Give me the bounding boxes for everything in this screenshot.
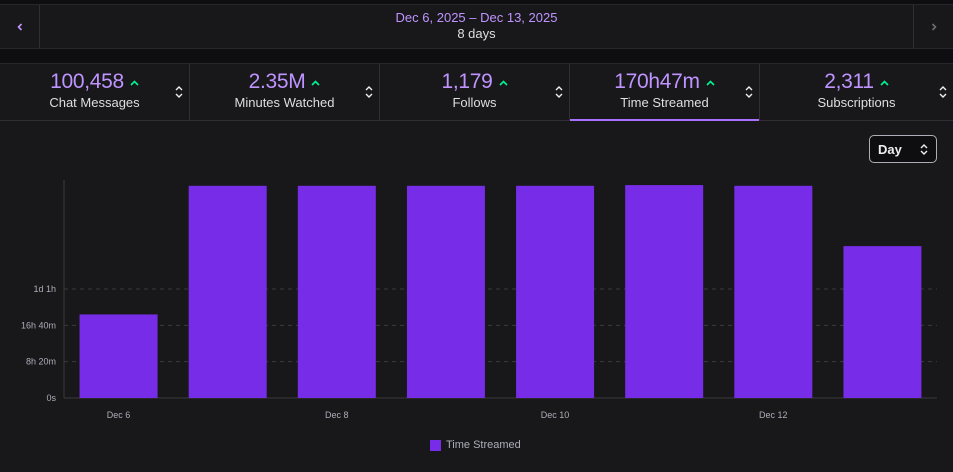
x-tick-label: Dec 12 <box>759 410 788 420</box>
stat-value-row: 1,179 <box>380 70 569 94</box>
x-tick-label: Dec 8 <box>325 410 349 420</box>
legend-label: Time Streamed <box>446 439 521 451</box>
chart-legend[interactable]: Time Streamed <box>430 439 521 451</box>
sort-arrows-icon <box>365 86 373 98</box>
x-tick-label: Dec 6 <box>107 410 131 420</box>
previous-range-button[interactable] <box>0 5 40 48</box>
granularity-value: Day <box>878 141 902 157</box>
stat-value-row: 2.35M <box>190 70 379 94</box>
date-range-bar: Dec 6, 2025 – Dec 13, 2025 8 days <box>0 4 953 49</box>
stat-tab-minutes-watched[interactable]: 2.35M Minutes Watched <box>190 64 380 121</box>
stat-label: Time Streamed <box>620 95 709 110</box>
sort-arrows-icon <box>939 86 947 98</box>
stat-tab-follows[interactable]: 1,179 Follows <box>380 64 570 121</box>
bar-dec-13[interactable] <box>843 246 922 398</box>
bar-dec-6[interactable] <box>79 314 158 398</box>
stat-value: 170h47m <box>614 70 700 93</box>
trend-up-icon <box>706 80 715 86</box>
bar-dec-10[interactable] <box>516 185 595 398</box>
stat-tab-time-streamed[interactable]: 170h47m Time Streamed <box>570 64 760 122</box>
stat-label: Minutes Watched <box>234 95 335 110</box>
chevron-right-icon <box>931 22 937 31</box>
legend-swatch <box>430 439 441 451</box>
y-tick-label: 1d 1h <box>33 284 56 294</box>
stat-value: 1,179 <box>441 70 493 93</box>
stat-tabs: 100,458 Chat Messages 2.35M Minutes Watched… <box>0 63 953 122</box>
time-streamed-chart: 0s 8h 20m 16h 40m 1d 1h Dec 6 Dec 8 Dec 10 Dec … <box>21 180 937 420</box>
trend-up-icon <box>130 80 139 86</box>
trend-up-icon <box>311 80 321 86</box>
stat-value-row: 100,458 <box>0 70 189 94</box>
chevron-left-icon <box>16 22 22 31</box>
y-tick-label: 16h 40m <box>21 320 56 330</box>
sort-arrows-icon <box>745 86 753 98</box>
stat-value-row: 170h47m <box>570 70 759 94</box>
stat-tab-subscriptions[interactable]: 2,311 Subscriptions <box>760 64 953 121</box>
date-range-text: Dec 6, 2025 – Dec 13, 2025 <box>395 10 558 25</box>
next-range-button[interactable] <box>913 5 953 48</box>
x-tick-label: Dec 10 <box>541 410 570 420</box>
bar-dec-8[interactable] <box>297 185 376 398</box>
trend-up-icon <box>880 80 889 86</box>
bar-dec-9[interactable] <box>406 185 485 398</box>
y-tick-label: 8h 20m <box>26 357 56 367</box>
stat-label: Subscriptions <box>817 95 896 110</box>
sort-arrows-icon <box>920 144 928 155</box>
bar-dec-11[interactable] <box>625 185 704 398</box>
stat-tab-chat-messages[interactable]: 100,458 Chat Messages <box>0 64 190 121</box>
bar-dec-7[interactable] <box>188 185 267 398</box>
stat-value-row: 2,311 <box>760 70 953 94</box>
chart-panel: 0s 8h 20m 16h 40m 1d 1h Dec 6 Dec 8 Dec 10 Dec … <box>0 121 953 472</box>
date-range-days: 8 days <box>457 26 496 41</box>
sort-arrows-icon <box>175 86 183 98</box>
bar-dec-12[interactable] <box>734 185 813 398</box>
granularity-select[interactable]: Day <box>869 135 937 163</box>
stat-label: Follows <box>452 95 497 110</box>
y-tick-label: 0s <box>46 393 56 403</box>
stat-value: 100,458 <box>50 70 124 93</box>
stat-value: 2,311 <box>824 70 874 93</box>
trend-up-icon <box>498 80 508 86</box>
date-range-display[interactable]: Dec 6, 2025 – Dec 13, 2025 8 days <box>40 5 913 48</box>
stat-value: 2.35M <box>248 70 306 93</box>
sort-arrows-icon <box>555 86 563 98</box>
stat-label: Chat Messages <box>49 95 140 110</box>
